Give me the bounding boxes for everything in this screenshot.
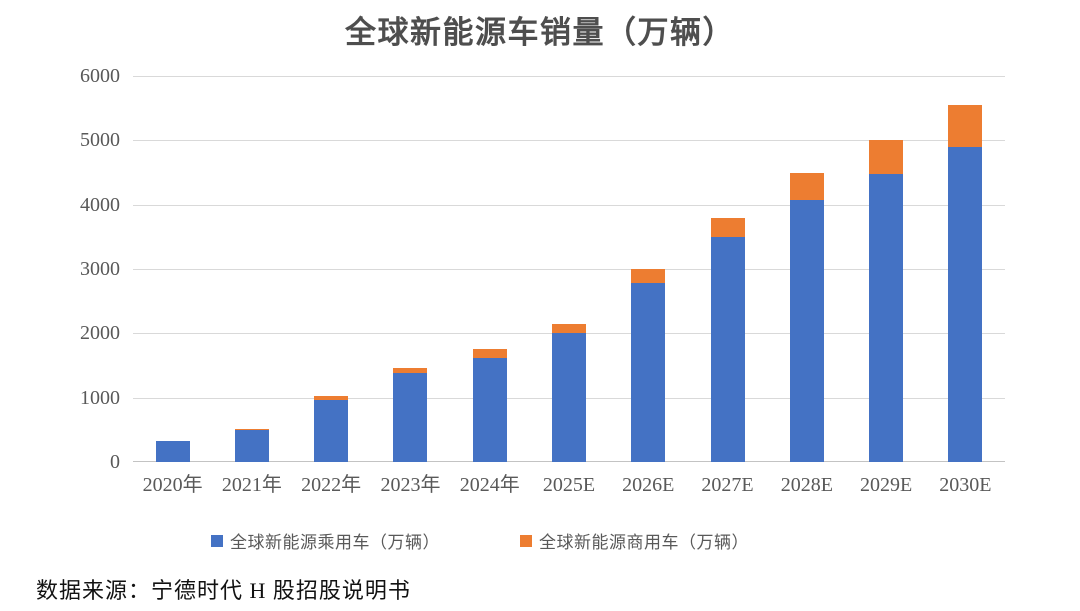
y-tick-label-4000: 4000 <box>80 193 120 216</box>
bar-passenger-2021年 <box>234 429 269 462</box>
bar-commercial-2023年 <box>393 368 428 373</box>
bar-commercial-2025E <box>552 323 586 334</box>
bar-commercial-2029E <box>869 140 904 174</box>
bar-commercial-2030E <box>948 104 983 147</box>
y-tick-label-3000: 3000 <box>80 258 120 280</box>
x-tick-label-2028E: 2028E <box>780 474 833 496</box>
bar-passenger-2028E <box>789 199 824 462</box>
bar-commercial-2028E <box>789 172 824 200</box>
y-tick-label-0: 0 <box>110 451 120 473</box>
bar-passenger-2020年 <box>155 441 190 462</box>
x-tick-label-2025E: 2025E <box>542 474 596 496</box>
legend-label-commercial: 全球新能源商用车（万辆） <box>539 533 749 552</box>
gridline-6000 <box>133 76 1005 77</box>
plot-area <box>133 76 1005 462</box>
legend-swatch-commercial <box>520 534 532 547</box>
bar-passenger-2030E <box>948 146 983 462</box>
y-tick-label-5000: 5000 <box>80 129 120 152</box>
bar-commercial-2027E <box>710 217 745 238</box>
y-tick-label-1000: 1000 <box>80 386 120 409</box>
legend-entry-passenger: 全球新能源乘用车（万辆） <box>211 528 440 553</box>
gridline-5000 <box>133 140 1005 141</box>
bar-passenger-2027E <box>710 237 745 462</box>
chart-title: 全球新能源车销量（万辆） <box>345 15 735 50</box>
bar-commercial-2024年 <box>472 348 507 358</box>
bars-layer <box>133 76 1005 462</box>
x-tick-label-2022年: 2022年 <box>301 474 362 496</box>
bar-commercial-2021年 <box>234 428 269 430</box>
bar-passenger-2024年 <box>472 357 507 462</box>
legend: 全球新能源乘用车（万辆） 全球新能源商用车（万辆） <box>0 528 960 553</box>
gridline-4000 <box>133 205 1005 206</box>
x-tick-label-2027E: 2027E <box>701 474 754 496</box>
source-note: 数据来源：宁德时代 H 股招股说明书 <box>36 578 411 603</box>
x-tick-label-2020年: 2020年 <box>142 474 203 496</box>
y-tick-label-2000: 2000 <box>80 322 120 345</box>
x-axis: 2020年 2021年 2022年 2023年 2024年 2025E 2026E 2027E… <box>133 471 1005 499</box>
bar-passenger-2025E <box>552 333 586 462</box>
legend-swatch-passenger <box>211 534 223 547</box>
x-tick-label-2026E: 2026E <box>622 474 675 496</box>
bar-passenger-2022年 <box>314 399 349 462</box>
bar-passenger-2029E <box>869 173 904 462</box>
bar-passenger-2026E <box>631 283 666 462</box>
bar-commercial-2022年 <box>314 395 349 400</box>
y-tick-label-6000: 6000 <box>80 65 120 87</box>
bar-passenger-2023年 <box>393 372 428 462</box>
x-tick-label-2030E: 2030E <box>939 474 992 496</box>
x-tick-label-2024年: 2024年 <box>459 474 520 496</box>
x-tick-label-2029E: 2029E <box>859 474 913 496</box>
legend-label-passenger: 全球新能源乘用车（万辆） <box>230 533 440 552</box>
bar-commercial-2026E <box>631 269 666 284</box>
y-axis: 0 1000 2000 3000 4000 5000 6000 <box>0 65 120 473</box>
gridline-3000 <box>133 269 1005 270</box>
legend-entry-commercial: 全球新能源商用车（万辆） <box>520 528 749 553</box>
x-tick-label-2023年: 2023年 <box>380 474 441 496</box>
x-tick-label-2021年: 2021年 <box>221 474 282 496</box>
